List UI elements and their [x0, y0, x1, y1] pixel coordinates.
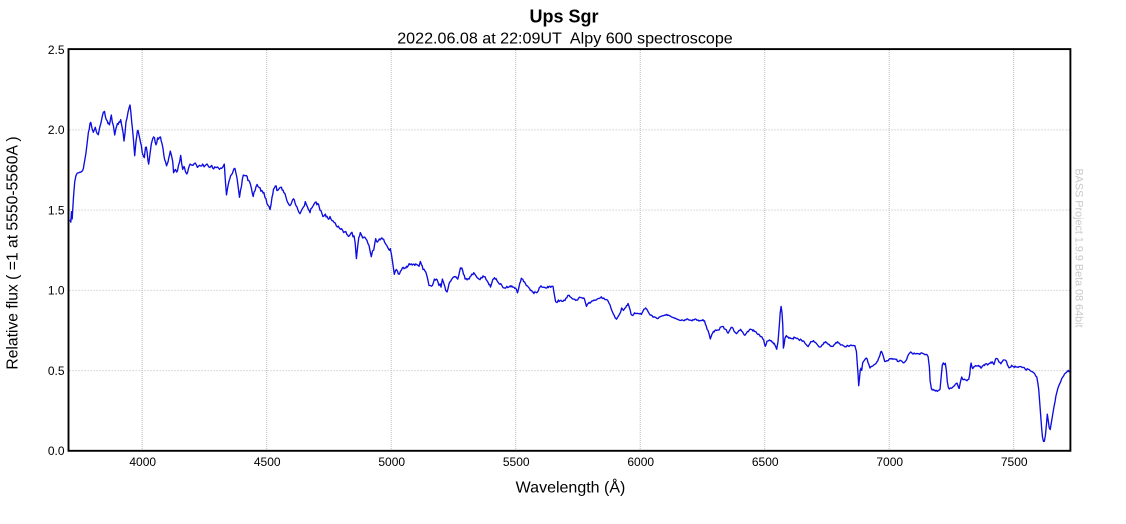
- svg-text:6500: 6500: [752, 455, 779, 469]
- svg-text:4500: 4500: [254, 455, 281, 469]
- svg-text:2022.06.08 at 22:09UT Alpy 60: 2022.06.08 at 22:09UT Alpy 600 spectrosc…: [397, 29, 733, 47]
- svg-text:7000: 7000: [876, 455, 903, 469]
- svg-text:Relative flux ( =1 at 5550-556: Relative flux ( =1 at 5550-5560A ): [5, 136, 22, 369]
- svg-text:0.0: 0.0: [48, 444, 65, 458]
- svg-text:2.5: 2.5: [48, 43, 65, 57]
- svg-text:2.0: 2.0: [48, 123, 65, 137]
- svg-text:1.5: 1.5: [48, 203, 65, 217]
- svg-text:0.5: 0.5: [48, 364, 65, 378]
- svg-text:5500: 5500: [503, 455, 530, 469]
- svg-text:7500: 7500: [1001, 455, 1028, 469]
- svg-text:1.0: 1.0: [48, 284, 65, 298]
- svg-text:5000: 5000: [378, 455, 405, 469]
- svg-text:BASS Project 1.9.9 Beta 08 64b: BASS Project 1.9.9 Beta 08 64bit: [1073, 168, 1085, 327]
- svg-text:Wavelength (Å): Wavelength (Å): [516, 478, 626, 497]
- svg-text:4000: 4000: [129, 455, 156, 469]
- svg-text:Ups Sgr: Ups Sgr: [529, 7, 598, 27]
- svg-text:6000: 6000: [627, 455, 654, 469]
